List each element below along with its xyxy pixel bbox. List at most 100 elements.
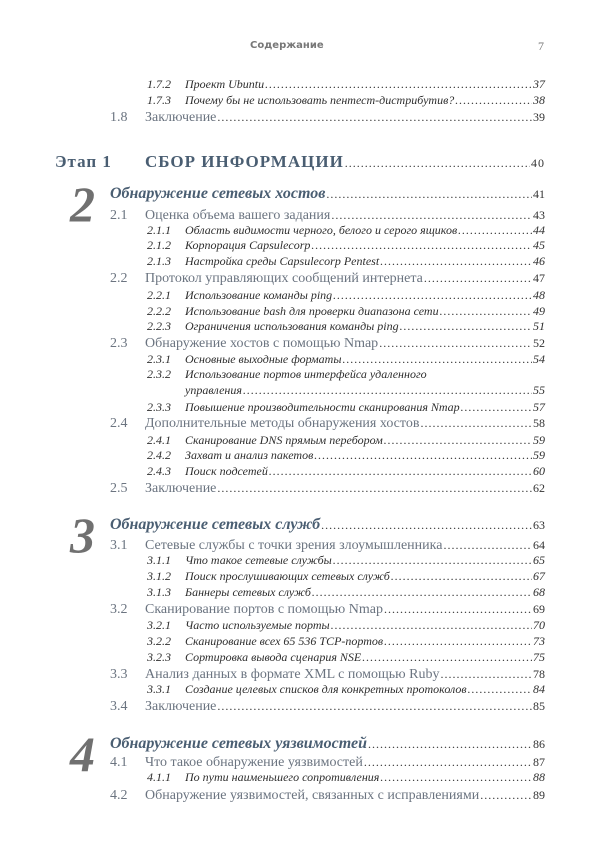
toc-entry[interactable]: 2.1.3 Настройка среды Capsulecorp Pentest… [0,254,545,270]
toc-entry[interactable]: 3.2.2 Сканирование всех 65 536 TCP-портов… [0,634,545,650]
toc-entry[interactable]: 2.1.2 Корпорация Capsulecorp 45 [0,238,545,254]
toc-entry[interactable]: 1.7.2 Проект Ubuntu 37 [0,77,545,93]
toc-entry[interactable]: 2.4.2 Захват и анализ пакетов 59 [0,448,545,464]
entry-number: 4.1.1 [147,770,171,784]
toc-entry[interactable]: 2.4 Дополнительные методы обнаружения хос… [0,416,545,432]
toc-entry[interactable]: 2.3.1 Основные выходные форматы 54 [0,352,545,368]
entry-page: 38 [533,93,545,107]
entry-title: Обнаружение уязвимостей, связанных с исп… [145,788,480,803]
toc-entry[interactable]: 2.5 Заключение 62 [0,481,545,497]
toc-entry[interactable]: 3.1.3 Баннеры сетевых служб 68 [0,585,545,601]
toc-entry[interactable]: 2.3 Обнаружение хостов с помощью Nmap 52 [0,336,545,352]
toc-entry[interactable]: 3.2.3 Сортировка вывода сценария NSE 75 [0,650,545,666]
dot-leader [326,187,532,202]
toc-entry[interactable]: 2.2 Протокол управляющих сообщений интерн… [0,271,545,287]
entry-page: 88 [533,770,545,784]
entry-page: 54 [533,352,545,366]
entry-page: 64 [533,538,545,552]
entry-title: Сетевые службы с точки зрения злоумышлен… [145,538,443,553]
dot-leader [217,699,532,714]
entry-page: 59 [533,448,545,462]
toc-entry[interactable]: 3.1.2 Поиск прослушивающих сетевых служб 6… [0,569,545,585]
entry-title: Заключение [145,110,217,125]
toc-entry[interactable]: 2 Обнаружение сетевых хостов 41 [0,179,545,229]
dot-leader [461,400,532,415]
dot-leader [269,464,532,479]
toc-entry[interactable]: 2.2.3 Ограничения использования команды p… [0,319,545,335]
dot-leader [331,208,532,223]
toc-entry[interactable]: 2.3.3 Повышение производительности сканир… [0,400,545,416]
toc-entry[interactable]: 4.1 Что такое обнаружение уязвимостей 87 [0,755,545,771]
toc-entry[interactable]: 2.2.2 Использование bash для проверки диа… [0,304,545,320]
toc-entry[interactable]: 2.4.3 Поиск подсетей 60 [0,464,545,480]
toc-entry[interactable]: 3.1.1 Что такое сетевые службы 65 [0,553,545,569]
toc-entry[interactable]: 3.2 Сканирование портов с помощью Nmap 69 [0,602,545,618]
entry-page: 85 [533,699,545,713]
dot-leader [333,553,532,568]
toc-entry[interactable]: 2.3.2 Использование портов интерфейса уда… [0,367,545,383]
entry-page: 86 [533,737,545,751]
entry-number: 2.2 [110,271,128,286]
entry-title: Обнаружение сетевых хостов [110,185,326,202]
dot-leader [364,755,532,770]
entry-page: 75 [533,650,545,664]
toc-entry[interactable]: 3 Обнаружение сетевых служб 63 [0,510,545,560]
entry-page: 52 [533,336,545,350]
entry-page: 67 [533,569,545,583]
entry-title: Что такое обнаружение уязвимостей [145,755,363,770]
toc-entry[interactable]: 1.8 Заключение 39 [0,110,545,126]
dot-leader [458,223,532,238]
entry-number: 2.1 [110,208,128,223]
entry-number: 3.2 [110,602,128,617]
entry-title: Проект Ubuntu [185,77,265,91]
entry-number: 3.1.3 [147,585,171,599]
entry-title: Анализ данных в формате XML с помощью Ru… [145,667,440,682]
entry-number: 2.3.3 [147,400,171,414]
entry-page: 46 [533,254,545,268]
toc-entry[interactable]: Этап 1 СБОР ИНФОРМАЦИИ 40 [0,152,545,171]
toc-entry[interactable]: 3.3 Анализ данных в формате XML с помощью… [0,667,545,683]
entry-page: 78 [533,667,545,681]
entry-page: 47 [533,271,545,285]
toc-entry[interactable]: 3.2.1 Часто используемые порты 70 [0,618,545,634]
entry-title: Основные выходные форматы [185,352,342,366]
toc-entry[interactable]: 2.4.1 Сканирование DNS прямым перебором 59 [0,433,545,449]
toc-entry[interactable]: 4.1.1 По пути наименьшего сопротивления 88 [0,770,545,786]
entry-title: Баннеры сетевых служб [185,585,311,599]
entry-page: 65 [533,553,545,567]
dot-leader [243,383,532,398]
entry-number: 3.3.1 [147,682,171,696]
dot-leader [217,110,532,125]
entry-title: Сортировка вывода сценария NSE [185,650,362,664]
toc-entry[interactable]: 2.1.1 Область видимости черного, белого и… [0,223,545,239]
chapter-number: 4 [70,726,95,782]
entry-title: Оценка объема вашего задания [145,208,331,223]
entry-number: 3.3 [110,667,128,682]
toc-entry[interactable]: 3.3.1 Создание целевых списков для конкре… [0,682,545,698]
dot-leader [368,737,532,752]
dot-leader [362,650,532,665]
entry-page: 58 [533,416,545,430]
page-number: 7 [538,39,544,53]
entry-number: 2.1.3 [147,254,171,268]
toc-entry[interactable]: 4.2 Обнаружение уязвимостей, связанных с … [0,788,545,804]
toc-entry[interactable]: 1.7.3 Почему бы не использовать пентест-д… [0,93,545,109]
toc-entry[interactable]: 2.1 Оценка объема вашего задания 43 [0,208,545,224]
entry-number: 2.5 [110,481,128,496]
toc-entry[interactable]: 4 Обнаружение сетевых уязвимостей 86 [0,729,545,779]
entry-page: 59 [533,433,545,447]
entry-number: 3.2.3 [147,650,171,664]
entry-title: Использование bash для проверки диапазон… [185,304,439,318]
entry-title: Поиск подсетей [185,464,268,478]
entry-title: Использование команды ping [185,288,333,302]
toc-entry[interactable]: управления 55 [0,383,545,399]
toc-entry[interactable]: 3.4 Заключение 85 [0,699,545,715]
dot-leader [380,770,532,785]
entry-number: 3.2.2 [147,634,171,648]
toc-entry[interactable]: 3.1 Сетевые службы с точки зрения злоумыш… [0,538,545,554]
entry-title: Корпорация Capsulecorp [185,238,311,252]
entry-number: 3.2.1 [147,618,171,632]
entry-page: 84 [533,682,545,696]
toc-entry[interactable]: 2.2.1 Использование команды ping 48 [0,288,545,304]
entry-title: Дополнительные методы обнаружения хостов [145,416,420,431]
